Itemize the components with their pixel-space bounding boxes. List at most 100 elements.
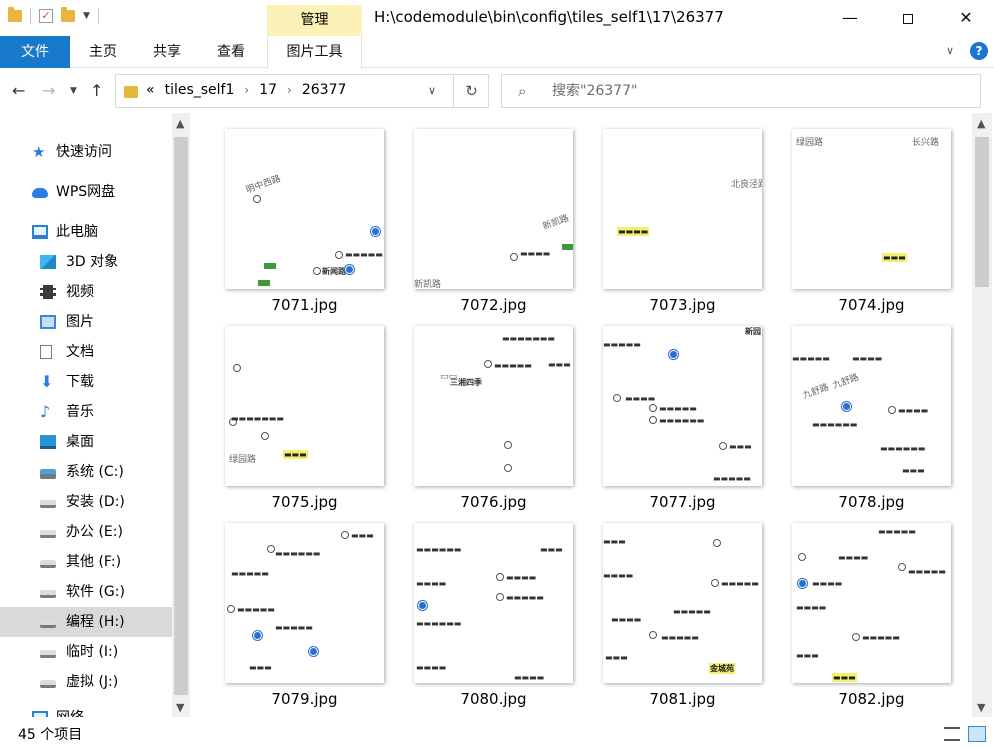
network-icon — [32, 711, 48, 717]
file-item[interactable]: ▬▬▬▬▬ 新园 ▬▬▬▬ ▬▬▬▬▬ ▬▬▬▬▬▬ ▬▬▬ ▬▬▬▬▬ 7077.jpg — [573, 310, 762, 511]
thumbnail-image[interactable]: ▬▬▬▬▬ ▬▬▬▬ ▬▬▬▬ ▬▬▬▬▬ ▬▬▬▬ ▬▬▬▬▬ ▬▬▬ ▬▬▬ — [792, 523, 951, 683]
nav-item[interactable]: 图片 — [0, 307, 172, 337]
scroll-down-chevron-icon[interactable]: ▼ — [977, 701, 986, 714]
breadcrumb-overflow[interactable]: « — [146, 82, 155, 98]
nav-item[interactable]: 网络 — [0, 703, 172, 717]
expand-ribbon-chevron-icon[interactable]: ∨ — [946, 44, 955, 57]
close-button[interactable]: ✕ — [959, 8, 973, 27]
map-poi-icon — [227, 605, 235, 613]
breadcrumb-item[interactable]: 26377 — [301, 82, 347, 98]
tab-view[interactable]: 查看 — [217, 44, 245, 60]
maximize-button[interactable] — [879, 0, 937, 36]
thumbnail-image[interactable]: ▬▬▬▬▬▬▬ ▬▬▬ 绿园路 — [225, 326, 384, 486]
nav-item[interactable]: 编程 (H:) — [0, 607, 172, 637]
file-item[interactable]: 北良泾路 ▬▬▬▬ 7073.jpg — [573, 113, 762, 314]
nav-item[interactable]: ⬇ 下载 — [0, 367, 172, 397]
scroll-up-chevron-icon[interactable]: ▲ — [977, 117, 986, 130]
tab-file[interactable]: 文件 — [0, 36, 70, 68]
tab-share[interactable]: 共享 — [153, 44, 181, 60]
chevron-right-icon[interactable]: › — [244, 83, 250, 97]
file-item[interactable]: ▬▬▬ ▬▬▬▬ ▬▬▬▬▬ ▬▬▬▬▬ ▬▬▬▬ ▬▬▬▬▬ ▬▬▬ 金城苑 7081.jpg — [573, 507, 762, 708]
properties-icon[interactable]: ✓ — [39, 9, 53, 23]
thumbnail-image[interactable]: ▬▬▬▬▬▬▬ ▬▬▬▬▬ ▭▭ 三湘四季 ▬▬▬ — [414, 326, 573, 486]
thumbnail-image[interactable]: 北良泾路 ▬▬▬▬ — [603, 129, 762, 289]
file-item[interactable]: 绿园路 长兴路 ▬▬▬ 7074.jpg — [762, 113, 951, 314]
minimize-button[interactable]: — — [842, 8, 858, 27]
address-dropdown-chevron-icon[interactable]: ∨ — [428, 84, 437, 97]
file-item[interactable]: ▬▬▬▬▬▬ ▬▬▬ ▬▬▬▬▬ ▬▬▬▬▬ ▬▬▬▬▬ ▬▬▬ 7079.jpg — [195, 507, 384, 708]
large-icons-view-icon[interactable] — [968, 726, 986, 742]
download-icon: ⬇ — [40, 372, 54, 391]
breadcrumb-item[interactable]: tiles_self1 — [164, 82, 235, 98]
file-item[interactable]: ▬▬▬▬▬ ▬▬▬▬ 九舒路 九舒路 ▬▬▬▬▬▬ ▬▬▬▬ ▬▬▬▬▬▬ ▬▬▬ 7078.j… — [762, 310, 951, 511]
nav-scrollbar[interactable]: ▲ ▼ — [172, 113, 190, 717]
nav-item-label: 其他 (F:) — [66, 554, 122, 570]
nav-item[interactable]: 3D 对象 — [0, 247, 172, 277]
nav-item[interactable]: 软件 (G:) — [0, 577, 172, 607]
search-box[interactable]: ⌕ — [501, 74, 981, 108]
map-label: 新园 — [745, 327, 761, 336]
nav-item[interactable]: ♪ 音乐 — [0, 397, 172, 427]
scrollbar-thumb[interactable] — [975, 137, 989, 287]
address-row: ← → ▼ ↑ « tiles_self1 › 17 › 26377 ∨ ↻ ⌕ — [0, 69, 994, 113]
map-label: 新凯路 — [541, 213, 571, 233]
up-arrow-icon[interactable]: ↑ — [90, 81, 104, 100]
nav-item[interactable]: 系统 (C:) — [0, 457, 172, 487]
nav-item[interactable]: 文档 — [0, 337, 172, 367]
thumbnail-image[interactable]: ▬▬▬▬▬▬ ▬▬▬ ▬▬▬▬▬ ▬▬▬▬▬ ▬▬▬▬▬ ▬▬▬ — [225, 523, 384, 683]
help-icon[interactable]: ? — [970, 42, 988, 60]
nav-item[interactable]: WPS网盘 — [0, 177, 172, 207]
map-poi-icon — [713, 539, 721, 547]
thumbnail-image[interactable]: ▬▬▬ ▬▬▬▬ ▬▬▬▬▬ ▬▬▬▬▬ ▬▬▬▬ ▬▬▬▬▬ ▬▬▬ 金城苑 — [603, 523, 762, 683]
search-input[interactable] — [552, 81, 952, 101]
map-label: ▬▬▬▬▬ — [275, 623, 313, 632]
file-item[interactable]: ▬▬▬▬▬ ▬▬▬▬ ▬▬▬▬ ▬▬▬▬▬ ▬▬▬▬ ▬▬▬▬▬ ▬▬▬ ▬▬▬ 7082.jp… — [762, 507, 951, 708]
maximize-icon — [903, 13, 913, 24]
nav-item[interactable]: 办公 (E:) — [0, 517, 172, 547]
map-label: ▬▬▬▬ — [611, 615, 642, 624]
nav-item[interactable]: 此电脑 — [0, 217, 172, 247]
nav-item[interactable]: 其他 (F:) — [0, 547, 172, 577]
nav-item[interactable]: 视频 — [0, 277, 172, 307]
thumbnail-image[interactable]: 新凯路 ▬▬▬▬ 新凯路 — [414, 129, 573, 289]
thumbnail-image[interactable]: ▬▬▬▬▬ 新园 ▬▬▬▬ ▬▬▬▬▬ ▬▬▬▬▬▬ ▬▬▬ ▬▬▬▬▬ — [603, 326, 762, 486]
nav-item[interactable]: 安装 (D:) — [0, 487, 172, 517]
scroll-down-chevron-icon[interactable]: ▼ — [176, 701, 185, 714]
manage-context-tab[interactable]: 管理 — [267, 5, 362, 36]
back-arrow-icon[interactable]: ← — [12, 81, 26, 100]
file-name: 7080.jpg — [460, 690, 527, 708]
file-item[interactable]: ▬▬▬▬▬▬▬ ▬▬▬ 绿园路 7075.jpg — [195, 310, 384, 511]
thumbnail-image[interactable]: 绿园路 长兴路 ▬▬▬ — [792, 129, 951, 289]
address-bar[interactable]: « tiles_self1 › 17 › 26377 ∨ ↻ — [115, 74, 489, 108]
thumbnail-image[interactable]: 明中西路 ▬▬▬▬▬ 新闻路 — [225, 129, 384, 289]
map-label: 三湘四季 — [450, 378, 482, 387]
content-scrollbar[interactable]: ▲ ▼ — [972, 113, 992, 717]
recent-locations-chevron-icon[interactable]: ▼ — [70, 86, 77, 96]
breadcrumb-item[interactable]: 17 — [259, 82, 278, 98]
divider — [30, 8, 31, 24]
customize-toolbar-chevron-icon[interactable]: ▼ — [83, 11, 90, 21]
details-view-icon[interactable] — [944, 727, 960, 741]
refresh-icon[interactable]: ↻ — [453, 75, 489, 107]
chevron-right-icon[interactable]: › — [287, 83, 292, 97]
scroll-up-chevron-icon[interactable]: ▲ — [176, 117, 185, 130]
tab-home[interactable]: 主页 — [89, 44, 117, 60]
thumbnail-image[interactable]: ▬▬▬▬▬▬ ▬▬▬ ▬▬▬▬ ▬▬▬▬ ▬▬▬▬▬ ▬▬▬▬▬▬ ▬▬▬▬ ▬▬▬▬ — [414, 523, 573, 683]
file-item[interactable]: 新凯路 ▬▬▬▬ 新凯路 7072.jpg — [384, 113, 573, 314]
nav-item[interactable]: ★ 快速访问 — [0, 137, 172, 167]
file-item[interactable]: 明中西路 ▬▬▬▬▬ 新闻路 7071.jpg — [195, 113, 384, 314]
file-item[interactable]: ▬▬▬▬▬▬ ▬▬▬ ▬▬▬▬ ▬▬▬▬ ▬▬▬▬▬ ▬▬▬▬▬▬ ▬▬▬▬ ▬▬▬▬ 7080… — [384, 507, 573, 708]
map-poi-icon — [335, 251, 343, 259]
nav-item[interactable]: 虚拟 (J:) — [0, 667, 172, 697]
forward-arrow-icon[interactable]: → — [42, 81, 56, 100]
map-label: ▬▬▬▬▬ — [231, 569, 269, 578]
nav-item[interactable]: 临时 (I:) — [0, 637, 172, 667]
nav-item[interactable]: 桌面 — [0, 427, 172, 457]
map-label: ▬▬▬▬▬ — [713, 474, 751, 483]
map-poi-icon — [613, 394, 621, 402]
thumbnail-image[interactable]: ▬▬▬▬▬ ▬▬▬▬ 九舒路 九舒路 ▬▬▬▬▬▬ ▬▬▬▬ ▬▬▬▬▬▬ ▬▬▬ — [792, 326, 951, 486]
file-item[interactable]: ▬▬▬▬▬▬▬ ▬▬▬▬▬ ▭▭ 三湘四季 ▬▬▬ 7076.jpg — [384, 310, 573, 511]
new-folder-icon[interactable] — [61, 7, 75, 22]
tab-picture-tools[interactable]: 图片工具 — [267, 36, 362, 69]
scrollbar-thumb[interactable] — [174, 137, 188, 695]
